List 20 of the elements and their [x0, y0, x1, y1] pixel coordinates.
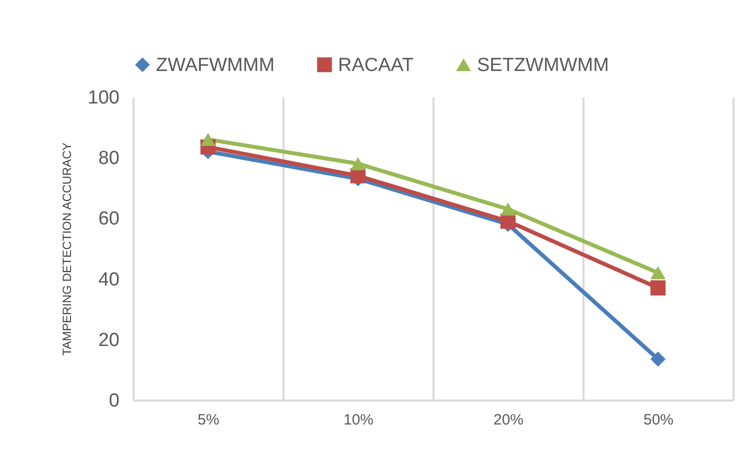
y-tick-label: 100	[88, 88, 120, 108]
y-tick-label: 40	[98, 269, 120, 290]
x-tick-label: 5%	[198, 412, 220, 428]
point	[650, 352, 666, 367]
point	[500, 202, 516, 216]
y-tick-label: 80	[98, 148, 120, 170]
x-tick-label: 20%	[493, 412, 524, 428]
y-tick-label: 20	[98, 330, 120, 351]
point	[650, 280, 666, 296]
legend-label: SETZWMWMM	[477, 54, 609, 76]
point	[650, 266, 666, 280]
point	[200, 132, 216, 146]
y-tick-label: 0	[108, 390, 120, 412]
point	[350, 157, 366, 170]
legend-label: RACAAT	[338, 54, 414, 76]
y-axis-title: TAMPERING DETECTION ACCURACY	[60, 142, 74, 356]
y-tick-label: 60	[98, 208, 120, 230]
x-tick-label: 10%	[343, 412, 374, 428]
legend-label: ZWAFWMMM	[156, 54, 275, 76]
x-tick-label: 50%	[643, 412, 674, 428]
